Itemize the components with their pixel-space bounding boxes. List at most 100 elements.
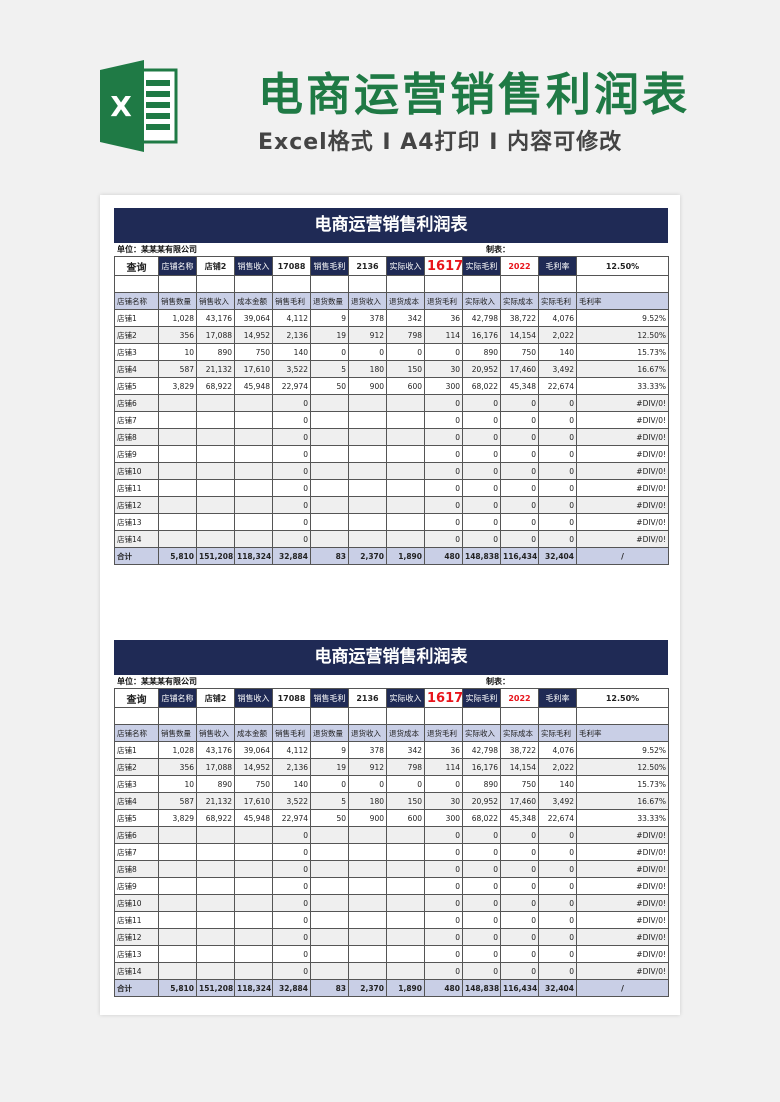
table-cell [386, 428, 425, 446]
table-cell: 0 [462, 445, 501, 463]
table-cell [310, 462, 349, 480]
table-row: 店铺2 356 17,088 14,952 2,136 19 912 798 114 16,176… [114, 758, 669, 776]
table-cell: 14,952 [234, 758, 273, 776]
table-cell [234, 445, 273, 463]
table-cell: 0 [424, 826, 463, 844]
table-cell: 587 [158, 792, 197, 810]
query-store-name[interactable]: 店铺2 [196, 256, 235, 276]
table-cell: 店铺14 [114, 530, 159, 548]
table-cell [348, 843, 387, 861]
table-cell [158, 911, 197, 929]
total-row: 合计 5,810 151,208 118,324 32,884 83 2,370 1,890 4… [114, 547, 669, 565]
table-row: 店铺8 0 0 0 0 0 #DIV/0! [114, 428, 669, 446]
table-cell: 店铺3 [114, 775, 159, 793]
table-cell [348, 860, 387, 878]
table-cell [386, 530, 425, 548]
table-cell: 0 [500, 428, 539, 446]
table-cell: 42,798 [462, 741, 501, 759]
table-cell: 16,176 [462, 326, 501, 344]
table-cell [234, 894, 273, 912]
table-cell [234, 479, 273, 497]
table-cell: 0 [538, 530, 577, 548]
table-cell: 0 [424, 894, 463, 912]
table-cell: 0 [462, 394, 501, 412]
table-cell: 0 [538, 877, 577, 895]
table-cell [310, 394, 349, 412]
table-cell: 45,948 [234, 377, 273, 395]
column-header: 实际毛利 [538, 292, 577, 310]
table-cell: 0 [462, 513, 501, 531]
query-actual-income: 16176 [424, 256, 463, 276]
table-cell [158, 894, 197, 912]
table-cell: 900 [348, 377, 387, 395]
table-cell: 21,132 [196, 360, 235, 378]
table-cell: 0 [272, 928, 311, 946]
table-cell: #DIV/0! [576, 894, 669, 912]
table-cell: 17,610 [234, 360, 273, 378]
table-cell: #DIV/0! [576, 428, 669, 446]
column-header: 实际毛利 [538, 724, 577, 742]
table-cell: 0 [500, 826, 539, 844]
table-cell: 0 [272, 911, 311, 929]
table-row: 店铺13 0 0 0 0 0 #DIV/0! [114, 945, 669, 963]
table-cell: 16.67% [576, 792, 669, 810]
column-header: 实际收入 [462, 292, 501, 310]
table-cell: 798 [386, 326, 425, 344]
table-cell [348, 445, 387, 463]
total-cell: 118,324 [234, 979, 273, 997]
table-cell [158, 860, 197, 878]
table-cell: 0 [538, 945, 577, 963]
table-cell: 0 [500, 843, 539, 861]
total-cell: 合计 [114, 547, 159, 565]
table-cell: 0 [500, 877, 539, 895]
table-cell [234, 428, 273, 446]
maker-label: 制表： [486, 677, 510, 686]
sheet-title: 电商运营销售利润表 [114, 640, 668, 675]
table-cell: #DIV/0! [576, 860, 669, 878]
table-row: 店铺10 0 0 0 0 0 #DIV/0! [114, 894, 669, 912]
table-row: 店铺14 0 0 0 0 0 #DIV/0! [114, 962, 669, 980]
column-header: 毛利率 [576, 724, 669, 742]
column-header: 实际收入 [462, 724, 501, 742]
table-cell: 店铺8 [114, 428, 159, 446]
column-header: 销售收入 [196, 724, 235, 742]
table-cell: 378 [348, 309, 387, 327]
table-cell: #DIV/0! [576, 394, 669, 412]
table-cell [310, 843, 349, 861]
table-cell: 0 [424, 928, 463, 946]
table-cell: 45,348 [500, 809, 539, 827]
table-cell [196, 411, 235, 429]
total-cell: 83 [310, 979, 349, 997]
table-cell: 0 [500, 894, 539, 912]
table-cell: 36 [424, 741, 463, 759]
column-header: 店铺名称 [114, 292, 159, 310]
table-cell: 0 [272, 411, 311, 429]
table-cell [386, 843, 425, 861]
table-cell: 0 [462, 945, 501, 963]
table-cell: 50 [310, 809, 349, 827]
table-cell: 0 [462, 877, 501, 895]
table-cell: 0 [424, 496, 463, 514]
query-store-name[interactable]: 店铺2 [196, 688, 235, 708]
table-cell: 0 [538, 843, 577, 861]
table-cell [234, 394, 273, 412]
query-gross: 2136 [348, 688, 387, 708]
table-cell: #DIV/0! [576, 445, 669, 463]
table-cell: 3,522 [272, 792, 311, 810]
table-cell: 22,674 [538, 809, 577, 827]
table-cell [158, 826, 197, 844]
table-row: 店铺12 0 0 0 0 0 #DIV/0! [114, 496, 669, 514]
table-cell: 0 [500, 445, 539, 463]
table-cell: 2,136 [272, 758, 311, 776]
query-sales-label: 销售收入 [234, 688, 273, 708]
table-cell: 店铺4 [114, 792, 159, 810]
table-cell: 店铺12 [114, 496, 159, 514]
table-cell: 0 [272, 826, 311, 844]
table-cell: 4,112 [272, 741, 311, 759]
query-sales: 17088 [272, 256, 311, 276]
table-cell: 140 [538, 775, 577, 793]
table-cell: 68,022 [462, 377, 501, 395]
table-cell: 9 [310, 741, 349, 759]
table-cell: #DIV/0! [576, 479, 669, 497]
table-cell: 0 [424, 962, 463, 980]
